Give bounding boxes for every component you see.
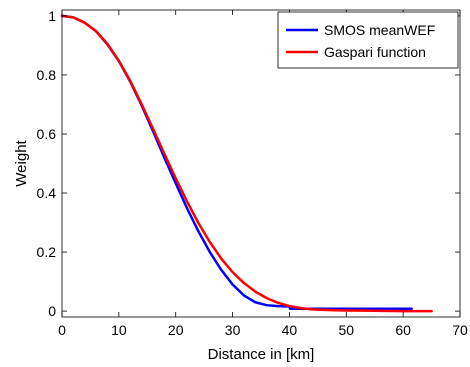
y-axis-title: Weight [13,139,30,186]
x-axis-title: Distance in [km] [208,346,315,363]
legend-box [277,11,459,69]
x-tick-label: 40 [282,322,298,338]
x-tick-label: 20 [168,322,184,338]
x-tick-label: 10 [111,322,127,338]
y-tick-label: 0.4 [37,185,57,201]
x-tick-label: 70 [452,322,468,338]
y-tick-label: 0 [48,303,56,319]
series-line-gaspari-function [60,14,433,313]
x-tick-label: 30 [225,322,241,338]
axes-frame [61,9,461,318]
y-tick-label: 1 [48,8,56,24]
y-tick-label: 0.6 [37,126,57,142]
x-tick-label: 50 [338,322,354,338]
legend-label-smos-meanwef: SMOS meanWEF [324,22,435,38]
legend-label-gaspari-function: Gaspari function [324,44,426,60]
y-tick-label: 0.8 [37,67,57,83]
series-layer [60,14,433,313]
y-tick-label: 0.2 [37,244,57,260]
x-tick-label: 0 [58,322,66,338]
axes-layer: 0 10 20 30 40 50 60 70 0 0.2 0.4 0.6 0.8 1 [37,8,468,338]
legend: SMOS meanWEF Gaspari function [277,11,459,69]
x-tick-label: 60 [395,322,411,338]
